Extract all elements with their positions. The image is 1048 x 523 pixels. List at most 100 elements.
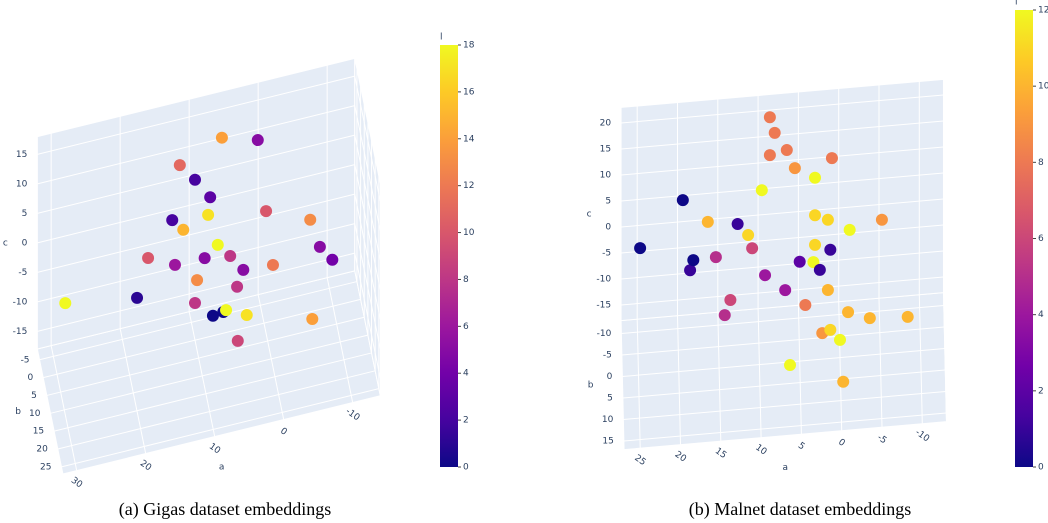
grid-line — [623, 412, 947, 442]
point — [59, 297, 72, 310]
point — [215, 131, 228, 144]
grid-line — [677, 315, 681, 445]
y-axis-title: b — [588, 381, 594, 391]
grid-line — [354, 105, 381, 231]
point — [198, 252, 211, 265]
y-tick-label: 25 — [40, 462, 51, 472]
point — [206, 309, 219, 322]
point — [901, 310, 914, 323]
grid-line — [942, 276, 947, 407]
z-tick-label: 10 — [16, 179, 28, 189]
x-tick-label: -5 — [875, 433, 888, 446]
colorbar-tick-label: 2 — [1038, 386, 1044, 396]
x-tick-label: 10 — [207, 442, 222, 457]
colorbar-tick-label: 16 — [463, 87, 475, 97]
z-tick-label: -10 — [596, 275, 611, 285]
point — [863, 312, 876, 325]
point — [313, 240, 326, 253]
point — [211, 238, 224, 251]
point — [304, 213, 317, 226]
point — [306, 312, 319, 325]
grid-line — [621, 305, 944, 334]
z-tick-label: -15 — [596, 301, 611, 311]
x-tick-label: 20 — [673, 450, 688, 465]
grid-line — [942, 198, 947, 329]
point — [634, 242, 647, 255]
z-tick-label: -5 — [602, 249, 611, 259]
point — [768, 126, 781, 139]
point — [701, 215, 714, 228]
colorbar-title: l — [440, 33, 443, 43]
grid-line — [942, 146, 947, 277]
point — [220, 304, 233, 317]
grid-line — [622, 369, 946, 399]
point — [799, 298, 812, 311]
grid-line — [37, 252, 355, 332]
y-tick-label: 15 — [602, 437, 613, 447]
point — [142, 251, 155, 264]
point — [266, 258, 279, 271]
point — [809, 238, 822, 251]
x-tick-label: 25 — [632, 453, 647, 468]
x-tick-label: 5 — [796, 441, 806, 452]
grid-line — [621, 250, 944, 280]
grid-line — [188, 311, 216, 437]
grid-line — [354, 253, 381, 379]
y-tick-label: -5 — [21, 355, 30, 365]
colorbar-tick-label: 6 — [463, 322, 469, 332]
grid-line — [621, 326, 945, 356]
point — [779, 284, 792, 297]
grid-line — [622, 348, 945, 377]
y-tick-label: 10 — [602, 415, 614, 425]
grid-line — [37, 223, 355, 303]
point — [326, 253, 339, 266]
x-tick-label: 20 — [138, 459, 153, 474]
point — [724, 294, 737, 307]
z-tick-label: 15 — [16, 150, 27, 160]
scene: -10 0 10 20 30 -5 0 5 10 15 20 25 -15 -10 -5 0 5 10 15 a b c — [3, 57, 381, 491]
grid-line — [37, 75, 355, 155]
point — [131, 291, 144, 304]
z-axis-title: c — [587, 210, 592, 220]
grid-line — [621, 224, 944, 254]
x-tick-label: 10 — [753, 443, 768, 458]
z-tick-label: -15 — [13, 327, 28, 337]
point — [842, 306, 855, 319]
grid-line — [50, 334, 369, 414]
point — [809, 171, 822, 184]
point — [788, 162, 801, 175]
grid-line — [354, 194, 381, 320]
grid-line — [37, 105, 355, 185]
y-tick-label: -10 — [597, 329, 612, 339]
y-tick-label: 15 — [33, 427, 44, 437]
grid-line — [621, 198, 944, 228]
grid-line — [354, 76, 381, 202]
point — [202, 208, 215, 221]
colorbar-tick-label: 8 — [463, 275, 469, 285]
y-tick-label: 20 — [36, 445, 48, 455]
z-tick-label: 0 — [22, 238, 28, 248]
grid-line — [942, 120, 947, 251]
grid-line — [942, 172, 947, 303]
y-tick-label: 0 — [27, 373, 33, 383]
grid-line — [37, 164, 355, 244]
grid-line — [878, 298, 883, 428]
point — [240, 309, 253, 322]
point — [684, 264, 697, 277]
point — [824, 323, 837, 336]
colorbar-title: l — [1015, 0, 1018, 8]
y-tick-label: 5 — [607, 394, 613, 404]
point — [755, 184, 768, 197]
point — [793, 255, 806, 268]
grid-line — [621, 172, 944, 202]
point — [821, 213, 834, 226]
point — [742, 229, 755, 242]
point — [834, 333, 846, 346]
colorbar-tick-label: 2 — [463, 416, 469, 426]
point — [809, 209, 822, 222]
y-tick-label: 10 — [29, 409, 41, 419]
colorbar-tick-label: 10 — [1038, 82, 1048, 92]
pane — [620, 78, 944, 322]
grid-line — [621, 120, 944, 150]
grid-line — [257, 294, 285, 420]
